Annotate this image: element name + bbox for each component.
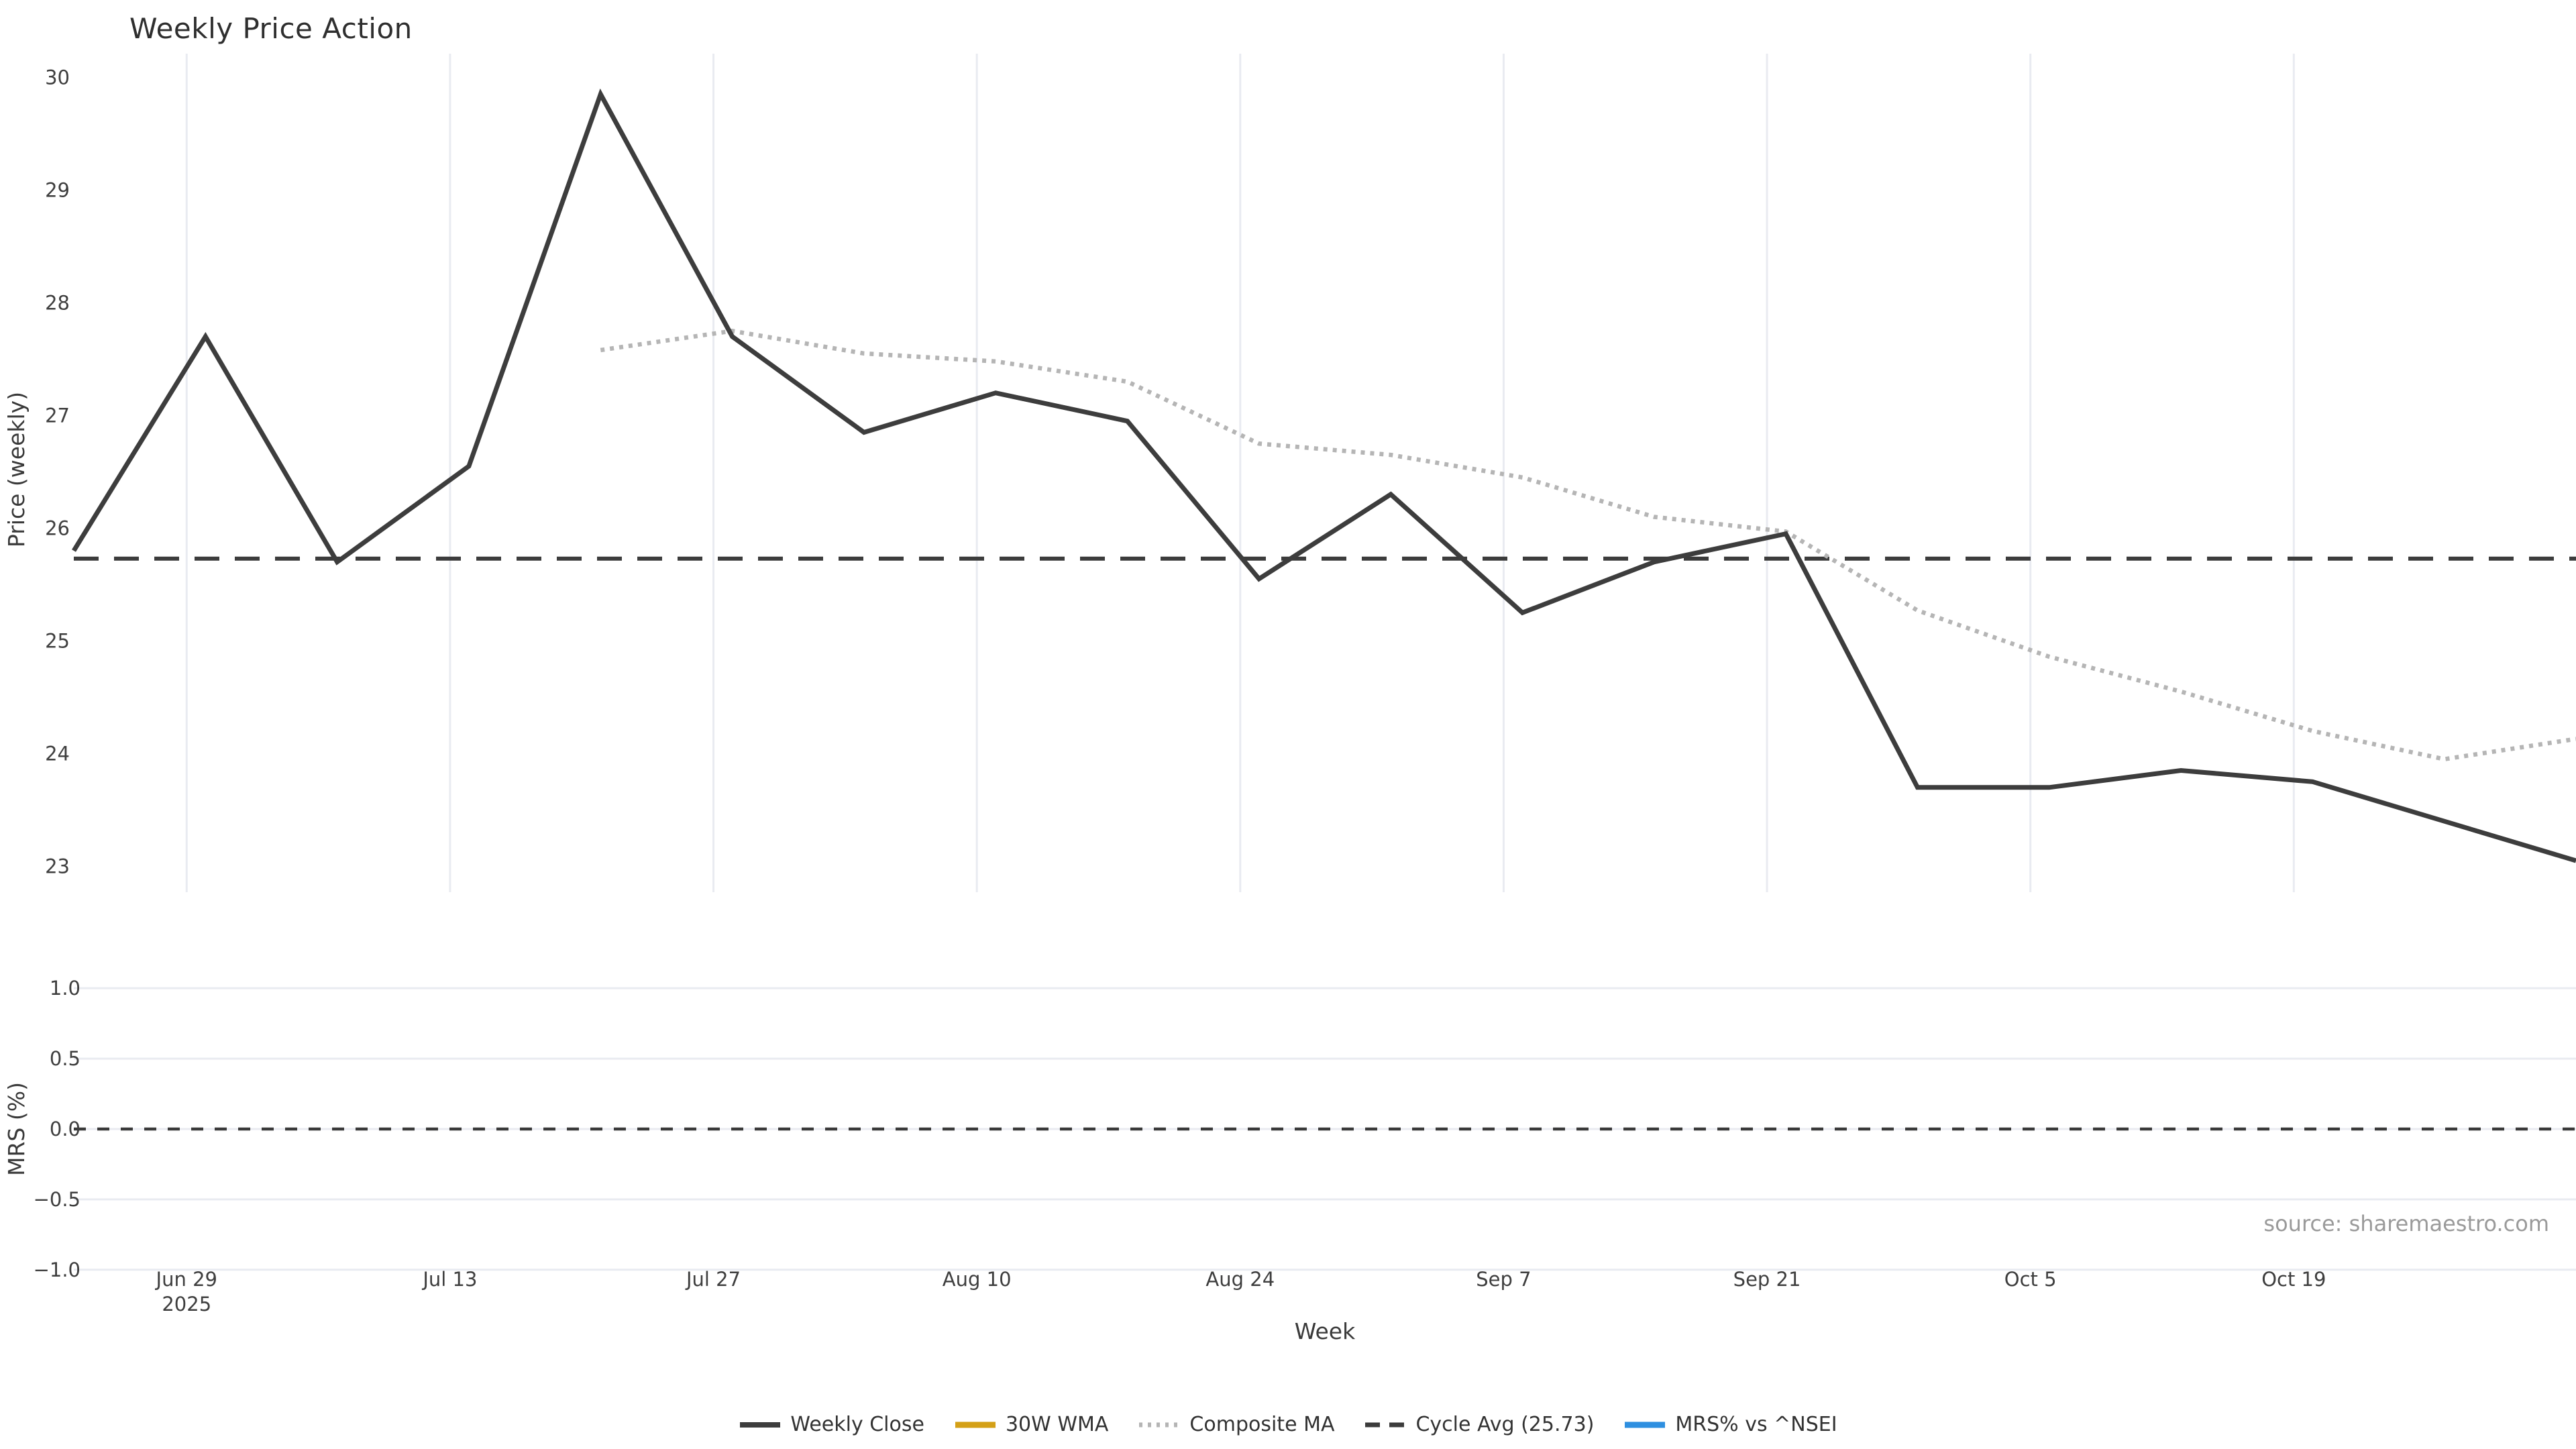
- price-tick-26: 26: [45, 517, 70, 539]
- price-tick-27: 27: [45, 404, 70, 427]
- page-title: Weekly Price Action: [129, 12, 413, 45]
- mrs-tick: 0.0: [50, 1118, 80, 1140]
- x-tick-oct-5: Oct 5: [2004, 1268, 2057, 1291]
- mrs-horizontal-gridlines: [74, 987, 2576, 1271]
- legend-label: Composite MA: [1189, 1413, 1335, 1436]
- mrs-tick: 0.5: [50, 1047, 80, 1070]
- legend-label: MRS% vs ^NSEI: [1675, 1413, 1837, 1436]
- mrs-axis-tick-labels: 1.0 0.5 0.0 −0.5 −1.0: [34, 977, 80, 1281]
- x-tick-oct-19: Oct 19: [2261, 1268, 2326, 1291]
- legend-item-composite-ma[interactable]: Composite MA: [1138, 1413, 1334, 1436]
- x-tick-jul-27: Jul 27: [685, 1268, 741, 1291]
- price-tick-30: 30: [45, 66, 70, 89]
- x-tick-sep-21: Sep 21: [1733, 1268, 1801, 1291]
- price-tick-28: 28: [45, 291, 70, 314]
- weekly-close-line: [72, 88, 2576, 863]
- price-vertical-gridlines: [185, 54, 2295, 892]
- x-axis-title: Week: [1295, 1318, 1356, 1344]
- weekly-close-swatch-icon: [740, 1421, 781, 1428]
- legend-item-cycle-avg[interactable]: Cycle Avg (25.73): [1364, 1413, 1594, 1436]
- legend: Weekly Close 30W WMA Composite MA Cycle …: [0, 1413, 2576, 1436]
- price-tick-29: 29: [45, 178, 70, 201]
- price-axis-title: Price (weekly): [3, 392, 30, 547]
- composite-ma-line: [600, 329, 2576, 762]
- legend-item-mrs[interactable]: MRS% vs ^NSEI: [1623, 1413, 1837, 1436]
- x-tick-sep-7: Sep 7: [1476, 1268, 1531, 1291]
- mrs-tick: −1.0: [34, 1258, 80, 1281]
- x-tick-jun-29: Jun 29: [155, 1268, 217, 1291]
- composite-ma-swatch-icon: [1139, 1422, 1180, 1427]
- legend-label: 30W WMA: [1005, 1413, 1109, 1436]
- price-tick-25: 25: [45, 629, 70, 652]
- x-tick-jul-13: Jul 13: [421, 1268, 477, 1291]
- mrs-tick: 1.0: [50, 977, 80, 1000]
- x-tick-aug-24: Aug 24: [1205, 1268, 1275, 1291]
- mrs-swatch-icon: [1625, 1421, 1666, 1428]
- x-tick-year: 2025: [162, 1293, 211, 1316]
- source-note: source: sharemaestro.com: [2263, 1211, 2549, 1236]
- mrs-axis-title: MRS (%): [3, 1082, 30, 1176]
- legend-label: Cycle Avg (25.73): [1415, 1413, 1595, 1436]
- legend-item-weekly-close[interactable]: Weekly Close: [739, 1413, 924, 1436]
- price-tick-23: 23: [45, 855, 70, 877]
- legend-item-30w-wma[interactable]: 30W WMA: [954, 1413, 1108, 1436]
- price-tick-24: 24: [45, 742, 70, 765]
- x-tick-aug-10: Aug 10: [943, 1268, 1012, 1291]
- mrs-tick: −0.5: [34, 1188, 80, 1211]
- price-axis-tick-labels: 30 29 28 27 26 25 24 23: [45, 66, 70, 877]
- cycle-avg-swatch-icon: [1365, 1422, 1406, 1427]
- legend-label: Weekly Close: [790, 1413, 924, 1436]
- wma-swatch-icon: [955, 1421, 996, 1428]
